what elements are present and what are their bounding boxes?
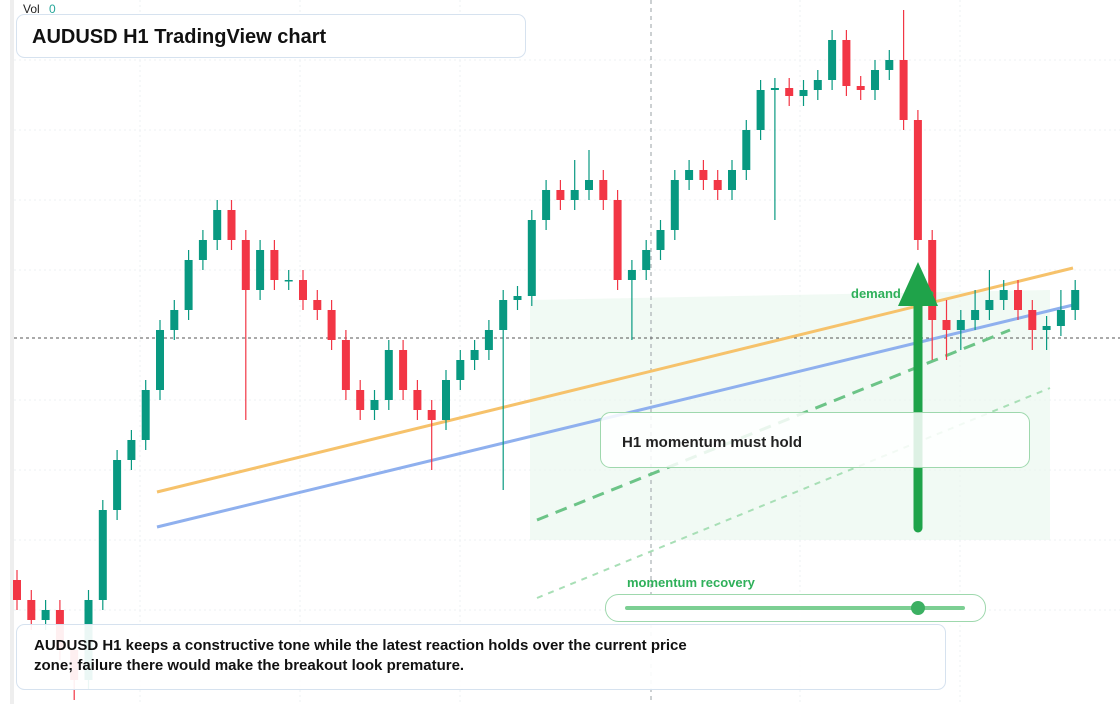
candle-body	[170, 310, 179, 330]
candle-body	[341, 340, 350, 390]
candle-body	[213, 210, 222, 240]
callout-box	[600, 412, 1030, 468]
candle-body	[956, 320, 965, 330]
title-box	[16, 14, 526, 58]
note-wrap: AUDUSD H1 keeps a constructive tone whil…	[34, 637, 687, 674]
candle-body	[413, 390, 422, 410]
candle-body	[41, 610, 50, 620]
candle-body	[713, 180, 722, 190]
candle-body	[27, 600, 36, 620]
candle-body	[899, 60, 908, 120]
candle-body	[1014, 290, 1022, 310]
candle-body	[141, 390, 150, 440]
candle-body	[198, 240, 207, 260]
candle-body	[499, 300, 508, 330]
candle-body	[1042, 326, 1051, 330]
candle-body	[1028, 310, 1037, 330]
candle-body	[613, 200, 622, 280]
candle-body	[699, 170, 708, 180]
slider-knob	[911, 601, 925, 615]
candle-body	[656, 230, 665, 250]
candle-body	[570, 190, 579, 200]
candle-body	[670, 180, 679, 230]
candle-body	[828, 40, 837, 80]
candle-body	[284, 280, 293, 282]
candle-body	[885, 60, 894, 70]
callout: H1 momentum must hold	[622, 434, 802, 451]
left-edge	[10, 0, 14, 704]
candle-body	[913, 120, 922, 240]
candle-body	[113, 460, 122, 510]
candle-body	[785, 88, 794, 96]
candle-body	[756, 90, 765, 130]
candle-body	[470, 350, 479, 360]
candle-body	[184, 260, 193, 310]
candle-body	[527, 220, 536, 296]
candle-body	[456, 360, 465, 380]
volume-label: Vol	[23, 2, 40, 16]
chart-title: AUDUSD H1 TradingView chart	[32, 26, 326, 48]
candle-body	[1071, 290, 1080, 310]
candle-body	[127, 440, 136, 460]
candle-body	[370, 400, 379, 410]
candle-body	[585, 180, 593, 190]
candle-body	[484, 330, 493, 350]
candle-body	[842, 40, 851, 86]
channel-line	[536, 328, 1011, 522]
volume-value: 0	[49, 2, 56, 16]
candle-body	[241, 240, 250, 290]
candle-body	[98, 510, 107, 600]
candle-body	[799, 90, 808, 96]
candle-body	[556, 190, 565, 200]
candle-body	[356, 390, 365, 410]
candle-body	[1056, 310, 1065, 326]
candle-body	[856, 86, 865, 90]
candle-body	[742, 130, 751, 170]
candle-body	[985, 300, 994, 310]
candle-body	[399, 350, 408, 390]
candle-body	[685, 170, 694, 180]
candle-body	[971, 310, 980, 320]
candle-body	[871, 70, 879, 90]
candle-body	[313, 300, 322, 310]
candle-body	[327, 310, 336, 340]
candle-body	[227, 210, 236, 240]
candle-body	[299, 280, 307, 300]
arrow-head	[898, 262, 938, 306]
candle-body	[442, 380, 450, 420]
candle-body	[13, 580, 21, 600]
note-box	[16, 624, 946, 690]
slider-label: momentum recovery	[627, 575, 756, 590]
candle-body	[928, 240, 937, 320]
candle-body	[642, 250, 651, 270]
candle-body	[270, 250, 279, 280]
candle-body	[427, 410, 436, 420]
candle-body	[813, 80, 822, 90]
candle-body	[999, 290, 1008, 300]
candle-body	[384, 350, 393, 400]
candle-body	[256, 250, 265, 290]
candle-body	[513, 296, 522, 300]
candle-body	[728, 170, 736, 190]
candle-body	[156, 330, 164, 390]
candle-body	[627, 270, 636, 280]
note: AUDUSD H1 keeps a constructive tone whil…	[34, 637, 687, 674]
candle-body	[942, 320, 951, 330]
candle-body	[770, 88, 779, 90]
candle-body	[599, 180, 608, 200]
candle-body	[542, 190, 551, 220]
